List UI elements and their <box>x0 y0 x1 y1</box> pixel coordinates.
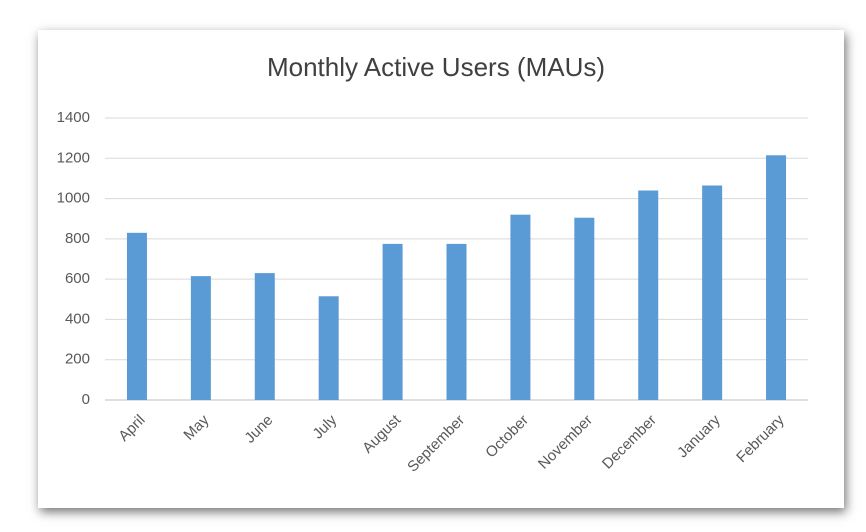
bar <box>766 155 787 400</box>
x-tick-label: October <box>482 412 532 462</box>
x-tick-label: September <box>404 412 468 476</box>
y-tick-label: 600 <box>65 270 90 287</box>
bar <box>702 185 723 400</box>
bar <box>446 243 467 400</box>
bar <box>318 296 339 400</box>
chart-title: Monthly Active Users (MAUs) <box>267 52 605 82</box>
bar <box>510 214 531 400</box>
y-tick-label: 1400 <box>57 109 90 126</box>
y-tick-label: 1000 <box>57 190 90 207</box>
bar <box>574 217 595 400</box>
x-tick-label: May <box>180 411 212 443</box>
y-tick-label: 200 <box>65 351 90 368</box>
bar <box>382 243 403 400</box>
y-tick-label: 800 <box>65 230 90 247</box>
bar <box>126 232 147 400</box>
bar <box>190 276 211 400</box>
x-tick-label: December <box>599 412 660 473</box>
x-tick-label: July <box>309 411 340 442</box>
x-tick-label: April <box>115 412 148 445</box>
bar <box>254 273 275 400</box>
x-tick-label: August <box>359 411 405 457</box>
y-tick-label: 400 <box>65 310 90 327</box>
x-tick-label: June <box>241 412 276 447</box>
bar <box>638 190 659 400</box>
x-tick-label: January <box>674 411 724 461</box>
x-tick-label: November <box>535 412 596 473</box>
x-tick-label: February <box>733 411 788 466</box>
y-tick-label: 0 <box>82 391 90 408</box>
y-tick-label: 1200 <box>57 149 90 166</box>
